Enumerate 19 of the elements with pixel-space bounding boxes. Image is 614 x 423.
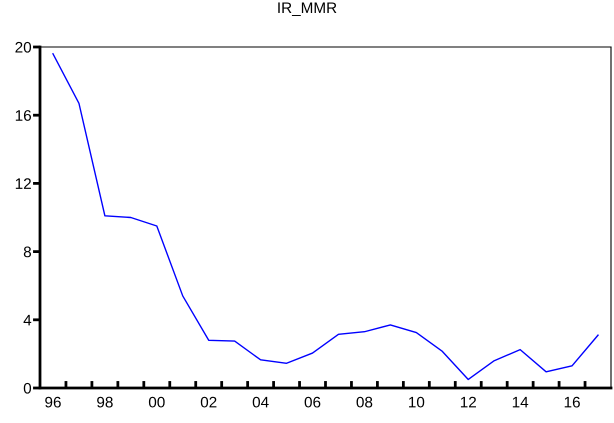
y-tick-label: 16 [16,110,31,121]
line-series [52,53,599,380]
y-tick-label: 12 [16,178,31,189]
x-tick-label: 06 [304,396,320,408]
x-tick-label: 00 [148,396,165,408]
y-tick-label: 0 [24,382,32,394]
x-tick-label: 10 [409,396,424,408]
x-tick-label: 04 [252,396,269,408]
x-tick-label: 08 [356,396,372,408]
x-tick-label: 98 [97,396,113,408]
y-tick-label: 20 [15,42,32,53]
chart-title: IR_MMR [278,2,336,16]
y-tick-label: 4 [24,314,32,326]
x-tick-label: 12 [460,396,476,408]
x-tick-label: 14 [512,396,528,408]
x-tick-label: 96 [45,396,61,408]
x-tick-label: 16 [564,396,580,408]
x-tick-label: 02 [200,396,216,408]
y-tick-label: 8 [24,246,32,258]
